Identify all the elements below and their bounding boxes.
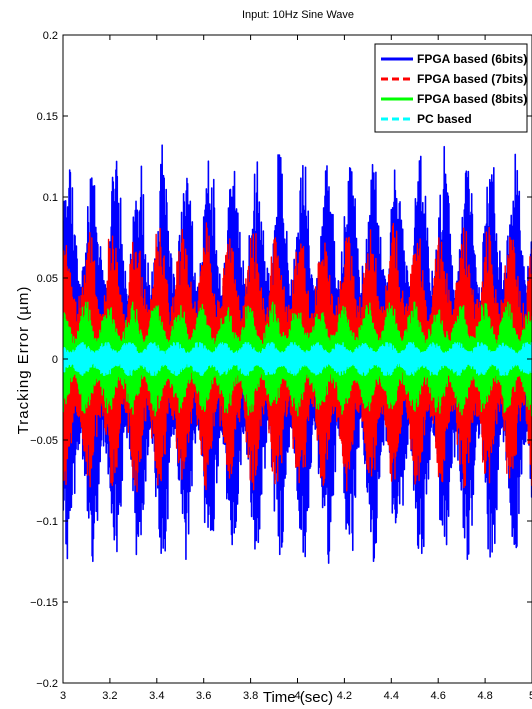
x-tick-label: 4.4 [384, 690, 399, 702]
axis-ticks: 3 3.2 3.4 3.6 3.8 4 4.2 4.4 4.6 4.8 5 0.2 0.15 0.1 0.0… [30, 30, 532, 702]
x-tick-label: 4 [294, 690, 300, 702]
legend-label: PC based [417, 112, 472, 126]
legend: FPGA based (6bits) FPGA based (7bits) FPGA… [374, 43, 528, 133]
x-tick-label: 4.2 [337, 690, 352, 702]
y-tick-label: −0.15 [30, 597, 58, 609]
legend-label: FPGA based (6bits) [417, 52, 527, 66]
x-tick-label: 3.6 [196, 690, 211, 702]
y-tick-label: 0.15 [37, 111, 58, 123]
x-tick-label: 5 [529, 690, 532, 702]
y-tick-label: 0 [52, 354, 58, 366]
y-tick-label: −0.05 [30, 435, 58, 447]
y-tick-label: 0.05 [37, 273, 58, 285]
series-line-4 [63, 342, 532, 376]
x-tick-label: 3.4 [149, 690, 164, 702]
y-tick-label: −0.2 [36, 678, 58, 690]
x-tick-label: 3 [60, 690, 66, 702]
x-tick-label: 4.8 [477, 690, 492, 702]
legend-label: FPGA based (7bits) [417, 72, 527, 86]
y-tick-label: −0.1 [36, 516, 58, 528]
x-axis-label: Time (sec) [263, 689, 333, 706]
y-tick-label: 0.2 [43, 30, 58, 42]
x-tick-label: 4.6 [431, 690, 446, 702]
legend-label: FPGA based (8bits) [417, 92, 527, 106]
x-tick-label: 3.2 [102, 690, 117, 702]
y-tick-label: 0.1 [43, 192, 58, 204]
chart-title: Input: 10Hz Sine Wave [242, 9, 354, 21]
y-axis-label: Tracking Error (µm) [15, 286, 32, 435]
x-tick-label: 3.8 [243, 690, 258, 702]
plot-area [63, 144, 532, 564]
